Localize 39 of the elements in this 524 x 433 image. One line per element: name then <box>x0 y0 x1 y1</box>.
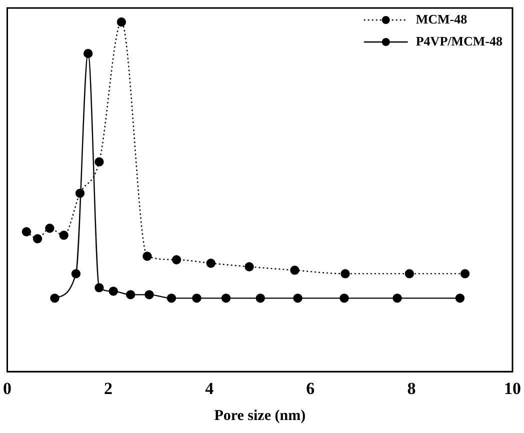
point <box>404 269 414 278</box>
point <box>340 269 350 278</box>
point <box>22 227 32 236</box>
point <box>293 294 302 303</box>
point <box>244 262 254 272</box>
x-tick-label: 2 <box>104 379 113 398</box>
point <box>206 258 216 268</box>
point <box>455 294 465 303</box>
x-tick-label: 10 <box>504 379 521 398</box>
point <box>221 294 231 303</box>
point <box>256 294 265 303</box>
point <box>116 17 126 27</box>
point <box>50 294 60 303</box>
point <box>83 48 93 58</box>
point <box>166 294 176 303</box>
point <box>32 234 42 244</box>
point <box>460 269 470 278</box>
point <box>290 266 300 275</box>
point <box>75 188 85 198</box>
legend-label: MCM-48 <box>416 11 468 26</box>
point <box>71 269 81 278</box>
x-tick-label: 8 <box>407 379 416 398</box>
point <box>392 294 402 303</box>
x-tick-label: 6 <box>306 379 315 398</box>
point <box>172 255 182 264</box>
point <box>45 224 54 233</box>
point <box>94 283 104 292</box>
point <box>108 286 118 296</box>
point <box>126 290 136 300</box>
point <box>144 290 154 300</box>
x-tick-label: 0 <box>3 379 12 398</box>
legend-label: P4VP/MCM-48 <box>416 33 503 48</box>
point <box>142 252 152 261</box>
point <box>59 230 68 240</box>
point <box>192 294 202 303</box>
x-axis-title: Pore size (nm) <box>214 408 306 424</box>
point <box>340 294 349 303</box>
point <box>94 157 104 166</box>
x-tick-label: 4 <box>205 379 214 398</box>
